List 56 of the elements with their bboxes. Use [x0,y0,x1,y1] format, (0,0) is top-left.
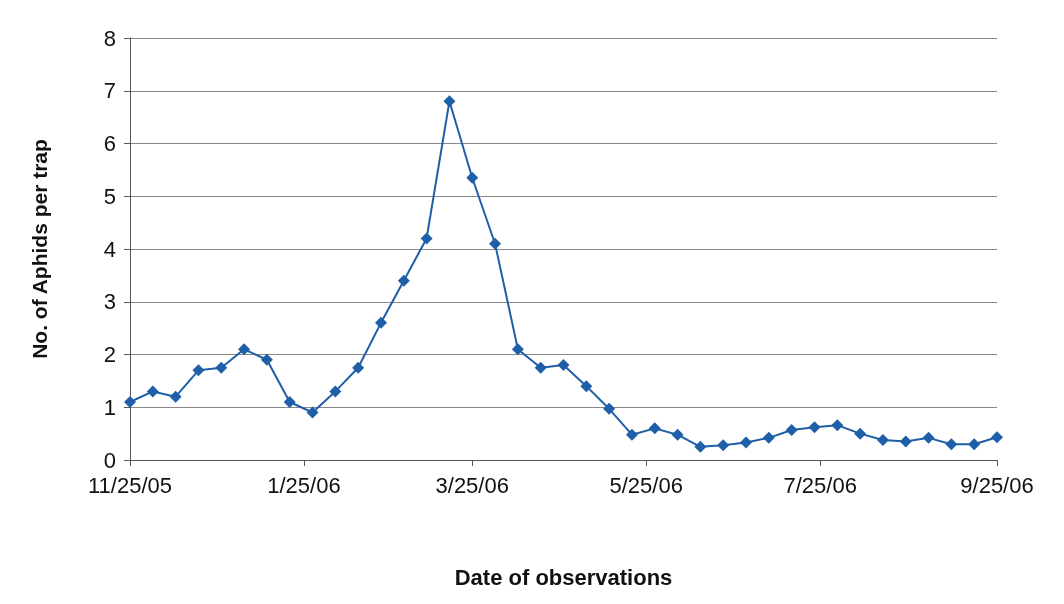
x-tick-label: 3/25/06 [435,472,509,498]
point [922,431,935,444]
point [534,361,547,374]
y-axis-title: No. of Aphids per trap [28,139,51,359]
x-axis-title: Date of observations [454,564,673,590]
point [625,428,638,441]
y-tick-label: 1 [103,394,116,420]
point [648,422,661,435]
point [945,438,958,451]
point [397,274,410,287]
point [671,428,684,441]
point [808,421,821,434]
point [329,385,342,398]
y-tick-label: 7 [103,78,116,104]
point [580,380,593,393]
x-tick-label: 1/25/06 [267,472,341,498]
point [694,440,707,453]
y-tick-label: 0 [103,447,116,473]
point [991,431,1003,444]
point [215,361,228,374]
point [831,419,844,432]
point [876,433,889,446]
point [785,423,798,436]
point [717,439,730,452]
point [306,406,319,419]
y-tick-label: 6 [103,131,116,156]
point [489,237,502,250]
point [238,343,251,356]
point [511,343,524,356]
x-tick-label: 9/25/06 [960,472,1034,498]
point [374,316,387,329]
point [968,438,981,451]
y-tick-label: 2 [103,342,116,367]
point [124,395,136,408]
y-tick-label: 5 [103,183,116,209]
x-tick-label: 7/25/06 [783,472,857,498]
y-tick-label: 8 [103,25,116,51]
point [352,361,365,374]
point [169,390,182,403]
point [420,232,433,245]
x-tick-label: 5/25/06 [609,472,683,498]
point [443,95,456,108]
point [854,427,867,440]
point [192,364,205,377]
point [283,395,296,408]
point [603,402,616,415]
point [740,436,753,449]
point [762,431,775,444]
y-tick-label: 4 [103,236,116,262]
point [557,359,570,372]
y-tick-label: 3 [103,289,116,315]
x-tick-label: 11/25/05 [87,472,173,498]
point [466,171,479,184]
point [899,435,912,448]
point [146,385,159,398]
point [260,353,273,366]
